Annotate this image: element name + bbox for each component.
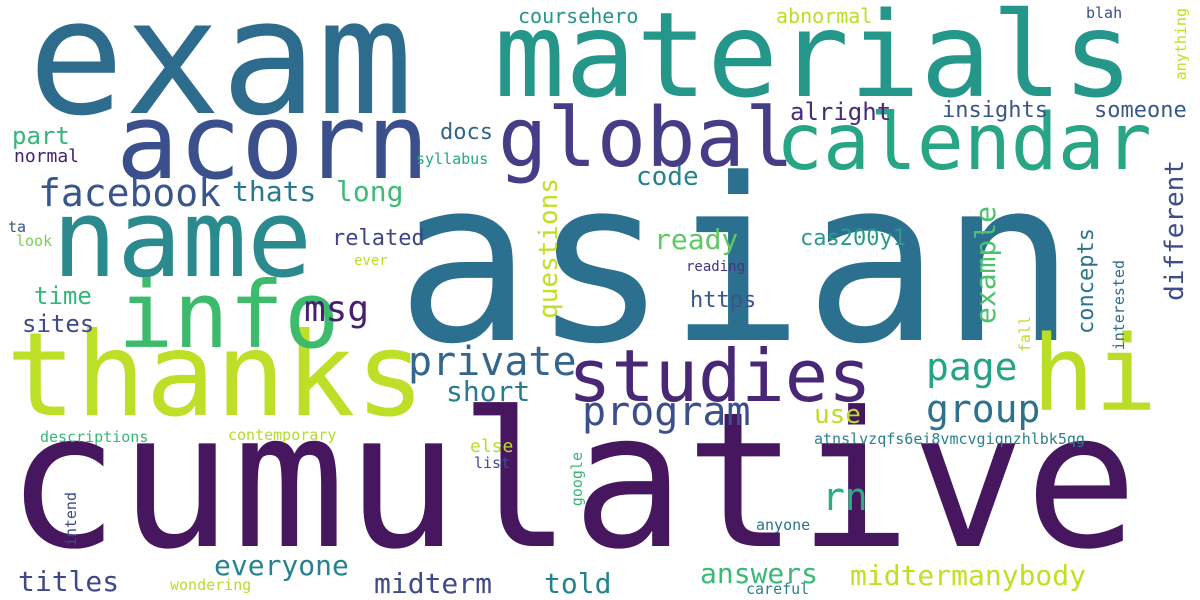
word-studies: studies [568, 334, 872, 418]
word-atns: atnslvzqfs6ei8vmcvgiqnzhlbk5qg [814, 430, 1085, 448]
word-anyone: anyone [756, 516, 811, 534]
word-ever: ever [354, 253, 388, 269]
word-materials: materials [494, 0, 1134, 124]
word-different: different [1160, 160, 1190, 301]
word-interested: interested [1110, 260, 1128, 351]
word-facebook: facebook [38, 171, 222, 215]
word-long: long [336, 175, 404, 208]
word-answers: answers [700, 557, 819, 590]
word-list: list [474, 454, 511, 472]
word-titles: titles [18, 565, 120, 598]
word-hi: hi [1032, 313, 1158, 435]
word-concepts: concepts [1074, 228, 1099, 334]
word-look: look [16, 232, 53, 250]
word-page: page [926, 345, 1018, 389]
word-anything: anything [1172, 8, 1190, 81]
word-rn: rn [822, 475, 868, 519]
word-intend: intend [62, 492, 80, 547]
word-someone: someone [1094, 98, 1187, 123]
word-info: info [118, 262, 340, 369]
word-related: related [332, 226, 425, 251]
word-part: part [12, 122, 70, 150]
word-private: private [408, 339, 577, 385]
word-everyone: everyone [214, 549, 349, 582]
word-abnormal: abnormal [776, 4, 873, 28]
word-name: name [52, 177, 313, 302]
word-program: program [582, 389, 751, 435]
word-fall: fall [1016, 316, 1034, 353]
word-docs: docs [440, 120, 493, 145]
word-exam: exam [28, 0, 414, 151]
word-thats: thats [232, 175, 317, 208]
word-global: global [498, 91, 795, 186]
word-cas200y1: cas200y1 [800, 226, 906, 251]
word-code: code [636, 162, 699, 192]
word-reading: reading [686, 259, 746, 275]
word-thanks: thanks [6, 308, 426, 443]
word-insights: insights [942, 98, 1048, 123]
word-careful: careful [746, 580, 810, 598]
word-use: use [814, 400, 861, 430]
word-ta: ta [8, 218, 27, 236]
word-short: short [446, 375, 531, 408]
word-calendar: calendar [776, 98, 1152, 188]
word-contemporary: contemporary [228, 426, 337, 444]
word-cumulative: cumulative [6, 372, 1138, 591]
word-ready: ready [654, 223, 739, 256]
word-google: google [568, 452, 586, 507]
word-https: https [690, 288, 757, 313]
word-sites: sites [22, 310, 95, 338]
word-alright: alright [790, 98, 892, 126]
word-syllabus: syllabus [416, 150, 489, 168]
word-time: time [34, 282, 92, 310]
word-told: told [544, 567, 612, 600]
word-asian: asian [396, 131, 1077, 394]
word-midtermanybody: midtermanybody [850, 559, 1087, 592]
word-else: else [470, 436, 514, 457]
word-group: group [926, 387, 1041, 431]
word-wondering: wondering [170, 576, 252, 594]
word-blah: blah [1086, 4, 1123, 22]
word-questions: questions [534, 178, 564, 319]
word-descriptions: descriptions [40, 428, 149, 446]
word-acorn: acorn [116, 81, 430, 203]
word-example: example [969, 206, 1002, 325]
word-msg: msg [304, 289, 370, 330]
word-midterm: midterm [374, 567, 493, 600]
word-coursehero: coursehero [518, 4, 639, 28]
word-normal: normal [14, 146, 80, 167]
